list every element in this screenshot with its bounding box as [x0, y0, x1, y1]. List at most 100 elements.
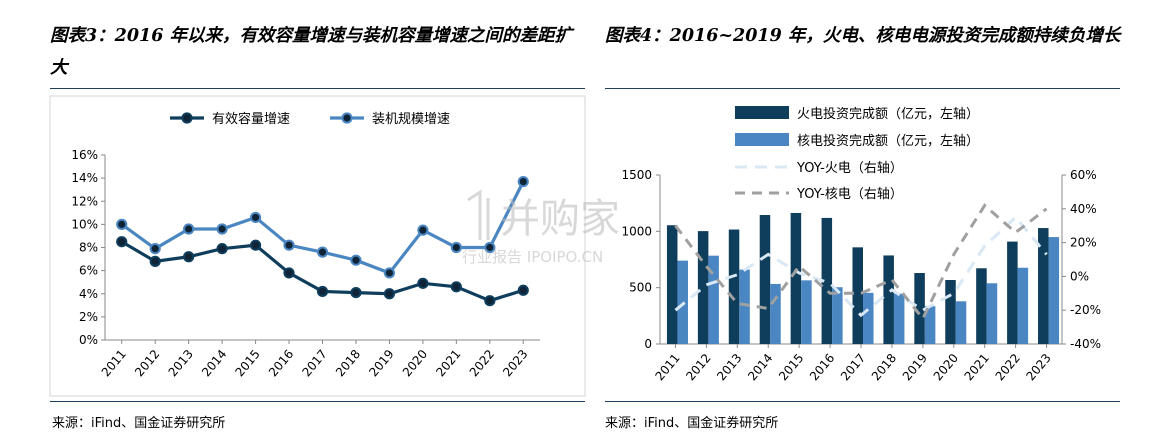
left-title-rule — [50, 88, 585, 89]
right-right-tick-label: 60% — [1070, 168, 1097, 182]
right-line-yoy-nuclear — [674, 203, 1048, 322]
right-left-tick-label: 0 — [644, 337, 652, 351]
right-bar-nuclear — [924, 306, 936, 344]
right-bar-nuclear — [739, 269, 750, 344]
left-data-point — [450, 281, 462, 293]
right-bar-nuclear — [801, 280, 812, 344]
left-y-tick-label: 8% — [79, 241, 98, 255]
left-data-point — [283, 239, 295, 251]
right-bar-thermal — [914, 273, 925, 344]
left-data-point — [484, 241, 496, 254]
right-bar-thermal — [697, 231, 709, 344]
left-legend-label: 装机规模增速 — [372, 112, 450, 127]
right-right-tick-label: 0% — [1070, 269, 1089, 283]
right-x-tick-label: 2019 — [900, 351, 930, 383]
left-legend-marker — [181, 112, 193, 124]
left-data-point — [183, 251, 195, 263]
left-y-tick-label: 2% — [79, 310, 98, 324]
right-right-tick-label: -20% — [1070, 303, 1101, 317]
left-y-tick-label: 4% — [79, 287, 98, 301]
left-data-point — [216, 243, 228, 255]
right-x-tick-label: 2021 — [962, 351, 992, 383]
right-bar-thermal — [728, 229, 740, 344]
left-data-point — [149, 255, 161, 267]
right-figure-title: 图表4：2016~2019 年，火电、核电电源投资完成额持续负增长 — [605, 26, 1121, 46]
right-x-tick-label: 2015 — [776, 351, 806, 383]
right-title-rule — [605, 88, 1120, 89]
left-data-point — [417, 277, 429, 289]
left-y-tick-label: 10% — [71, 217, 98, 231]
right-x-tick-label: 2018 — [869, 351, 899, 383]
left-data-point — [316, 246, 329, 258]
right-x-tick-label: 2020 — [931, 351, 961, 383]
right-bar-thermal — [759, 214, 771, 344]
right-x-tick-label: 2012 — [683, 351, 713, 383]
right-x-tick-label: 2022 — [993, 351, 1023, 383]
right-bar-thermal — [666, 225, 678, 344]
right-bar-nuclear — [863, 292, 874, 344]
left-data-point — [350, 286, 362, 299]
left-data-point — [517, 284, 529, 296]
right-bar-nuclear — [1048, 237, 1060, 344]
right-x-tick-label: 2017 — [838, 351, 868, 383]
right-bar-nuclear — [955, 301, 967, 344]
right-bar-nuclear — [832, 287, 843, 344]
right-bar-thermal — [1038, 228, 1049, 344]
right-source-note: 来源：iFind、国金证券研究所 — [605, 416, 779, 431]
left-y-tick-label: 0% — [79, 333, 98, 347]
left-legend-marker — [341, 112, 353, 124]
right-bar-thermal — [976, 268, 987, 344]
right-bar-nuclear — [770, 283, 781, 344]
left-data-point — [383, 267, 396, 279]
left-data-point — [517, 175, 529, 188]
right-legend-label: 火电投资完成额（亿元，左轴） — [797, 106, 979, 122]
right-left-tick-label: 500 — [629, 281, 652, 295]
right-source-rule — [605, 401, 1120, 402]
right-bar-thermal — [1007, 241, 1018, 344]
right-legend-label: YOY-火电（右轴） — [796, 161, 903, 176]
left-data-point — [249, 239, 262, 251]
right-legend-swatch — [735, 106, 789, 119]
left-data-point — [316, 285, 329, 298]
right-legend-label: YOY-核电（右轴） — [796, 187, 903, 202]
right-bar-thermal — [883, 255, 894, 344]
right-left-tick-label: 1000 — [621, 224, 652, 238]
right-right-tick-label: 20% — [1070, 236, 1097, 250]
right-legend-swatch — [735, 133, 789, 146]
right-bar-thermal — [821, 217, 833, 344]
right-bar-thermal — [852, 247, 863, 344]
right-bar-thermal — [945, 280, 956, 344]
left-y-tick-label: 12% — [71, 194, 98, 208]
left-data-point — [383, 288, 396, 300]
left-figure-title: 图表3：2016 年以来，有效容量增速与装机容量增速之间的差距扩大 — [50, 26, 572, 78]
right-bar-nuclear — [1017, 267, 1029, 344]
left-data-point — [116, 218, 128, 230]
left-data-point — [249, 211, 262, 224]
left-data-point — [350, 254, 362, 266]
left-legend-label: 有效容量增速 — [212, 111, 290, 127]
right-x-tick-label: 2023 — [1023, 351, 1053, 383]
right-x-tick-label: 2014 — [745, 351, 775, 383]
right-x-tick-label: 2011 — [652, 351, 682, 383]
right-legend-label: 核电投资完成额（亿元，左轴） — [797, 133, 979, 149]
left-source-rule — [50, 401, 585, 402]
right-bar-thermal — [790, 212, 802, 344]
left-y-tick-label: 16% — [71, 148, 98, 162]
left-data-point — [116, 236, 128, 248]
left-data-point — [283, 267, 295, 279]
left-y-tick-label: 14% — [71, 171, 98, 185]
left-data-point — [216, 223, 228, 235]
right-bar-nuclear — [986, 283, 998, 344]
left-data-point — [183, 223, 195, 235]
left-data-point — [450, 241, 462, 254]
right-bar-nuclear — [708, 255, 719, 344]
left-data-point — [484, 295, 496, 307]
right-x-tick-label: 2016 — [807, 351, 837, 383]
left-source-note: 来源：iFind、国金证券研究所 — [52, 416, 226, 431]
left-data-point — [417, 224, 429, 236]
right-bar-nuclear — [893, 293, 905, 344]
left-y-tick-label: 6% — [79, 264, 98, 278]
right-right-tick-label: -40% — [1070, 337, 1101, 351]
